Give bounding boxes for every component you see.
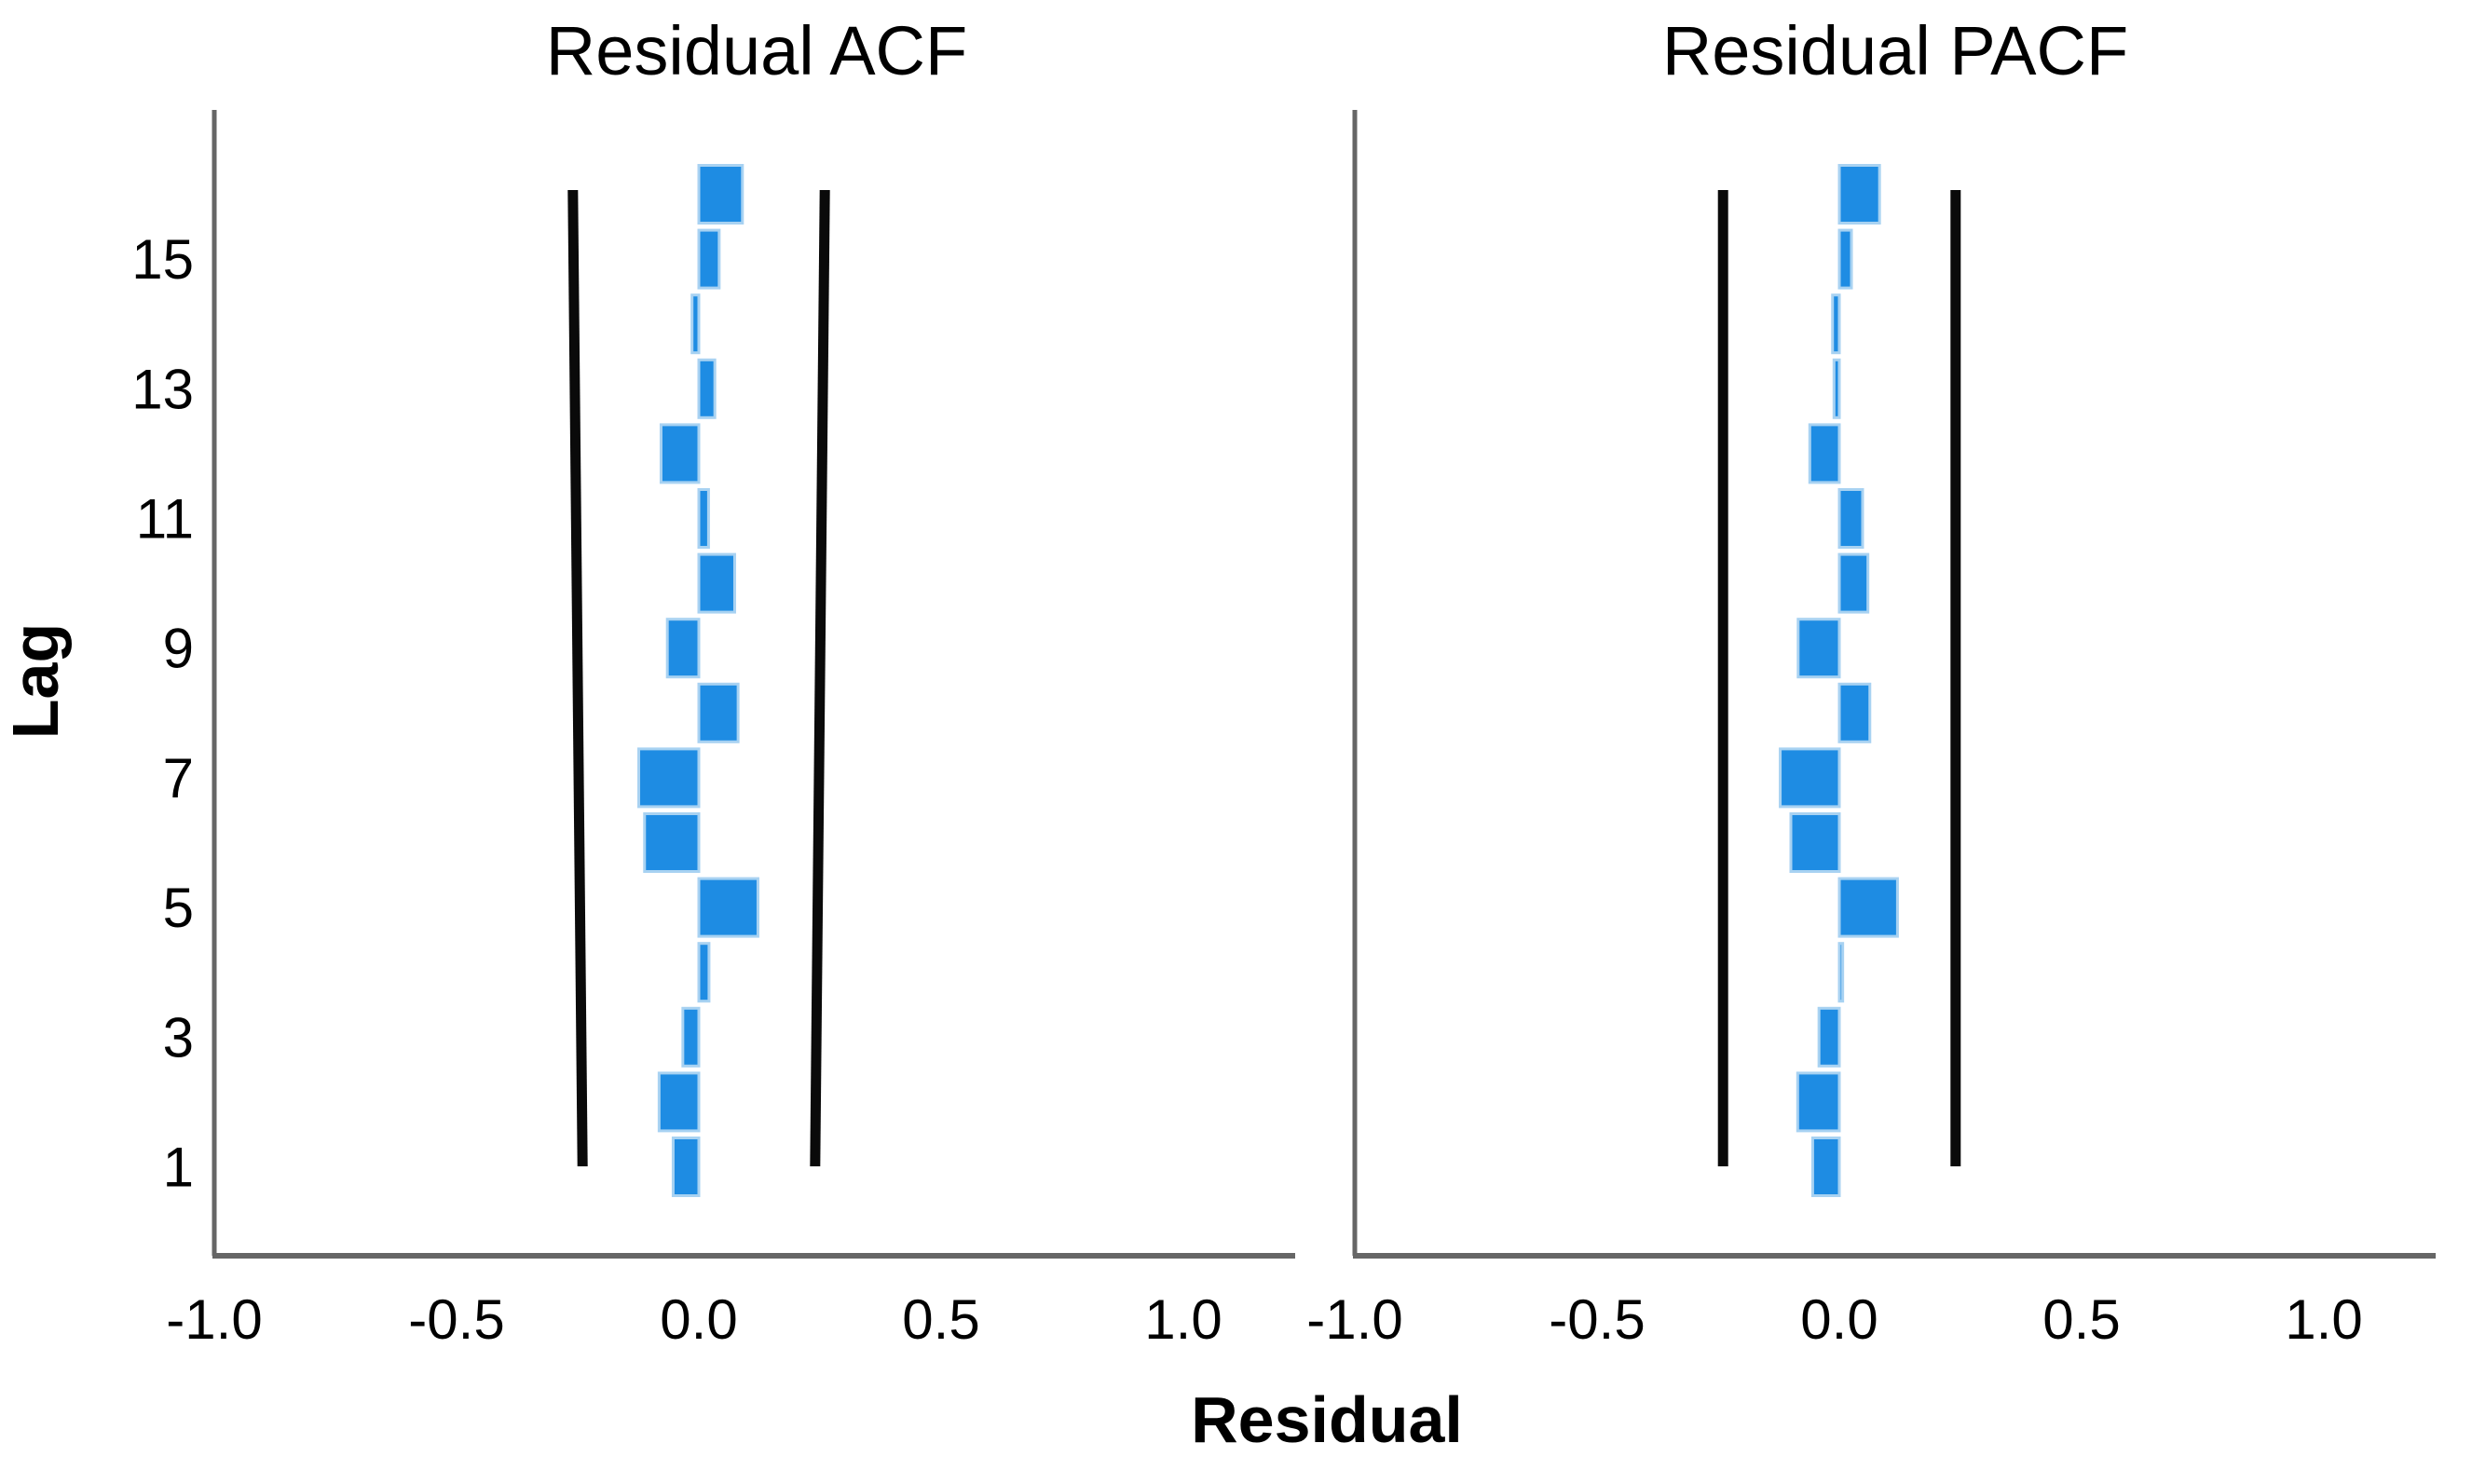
pacf-x-tick-label-1.0: 1.0 [2285,1288,2362,1351]
acf-y-tick-label-13: 13 [131,358,194,420]
pacf-panel: -1.0 -0.5 0.0 0.5 1.0 [1306,110,2436,1351]
acf-y-tick-label-7: 7 [163,747,194,810]
acf-bar-lag-6 [643,812,701,873]
acf-y-tick-label-5: 5 [163,877,194,939]
acf-x-tick-label--1.0: -1.0 [166,1288,262,1351]
pacf-x-tick-label--1.0: -1.0 [1306,1288,1402,1351]
acf-bar-lag-14 [690,293,701,355]
pacf-bar-lag-1 [1810,1137,1841,1197]
pacf-bar-lag-11 [1837,488,1864,549]
acf-bar-lag-5 [697,877,759,938]
acf-bar-lag-4 [697,942,711,1003]
acf-bar-lag-15 [697,228,721,290]
acf-confidence-line-upper [810,189,830,1167]
pacf-bar-lag-14 [1831,293,1841,355]
acf-bar-lag-9 [665,618,701,679]
acf-bar-lag-16 [697,164,744,225]
pacf-bar-lag-2 [1796,1071,1841,1133]
acf-x-tick-label-1.0: 1.0 [1144,1288,1222,1351]
acf-y-tick-label-3: 3 [163,1006,194,1069]
acf-y-tick-label-11: 11 [136,488,194,551]
pacf-bar-lag-5 [1837,877,1899,938]
pacf-bar-lag-4 [1837,942,1845,1003]
acf-bar-lag-7 [637,747,701,809]
pacf-bar-lag-15 [1837,228,1853,290]
acf-title: Residual ACF [546,12,967,89]
pacf-bar-lag-7 [1779,747,1841,809]
acf-bar-lag-8 [697,682,740,743]
y-axis-label: Lag [0,623,72,739]
acf-confidence-line-lower [567,189,588,1167]
pacf-bar-lag-3 [1817,1006,1841,1068]
pacf-bar-lag-8 [1837,682,1872,743]
pacf-x-tick-label--0.5: -0.5 [1549,1288,1645,1351]
acf-x-tick-label--0.5: -0.5 [408,1288,504,1351]
pacf-bar-lag-10 [1837,552,1870,614]
acf-y-tick-label-1: 1 [163,1137,194,1199]
acf-x-tick-label-0.0: 0.0 [660,1288,737,1351]
acf-bar-lag-12 [659,423,701,484]
acf-bar-lag-11 [697,488,710,549]
pacf-x-tick-label-0.5: 0.5 [2042,1288,2120,1351]
x-axis-label: Residual [1191,1383,1463,1456]
acf-bar-lag-1 [671,1137,701,1197]
acf-y-tick-label-9: 9 [163,618,194,680]
acf-bar-lag-2 [657,1071,701,1133]
pacf-bar-lag-16 [1837,164,1881,225]
acf-y-tick-label-15: 15 [131,228,194,291]
acf-bar-lag-10 [697,552,736,614]
pacf-bar-lag-13 [1832,358,1841,419]
pacf-title: Residual PACF [1662,12,2128,89]
acf-bar-lag-13 [697,358,717,419]
pacf-x-tick-label-0.0: 0.0 [1800,1288,1878,1351]
pacf-bar-lag-12 [1808,423,1841,484]
acf-x-tick-label-0.5: 0.5 [902,1288,979,1351]
pacf-bar-lag-9 [1796,618,1841,679]
acf-bar-lag-3 [681,1006,701,1068]
pacf-bar-lag-6 [1789,812,1841,873]
